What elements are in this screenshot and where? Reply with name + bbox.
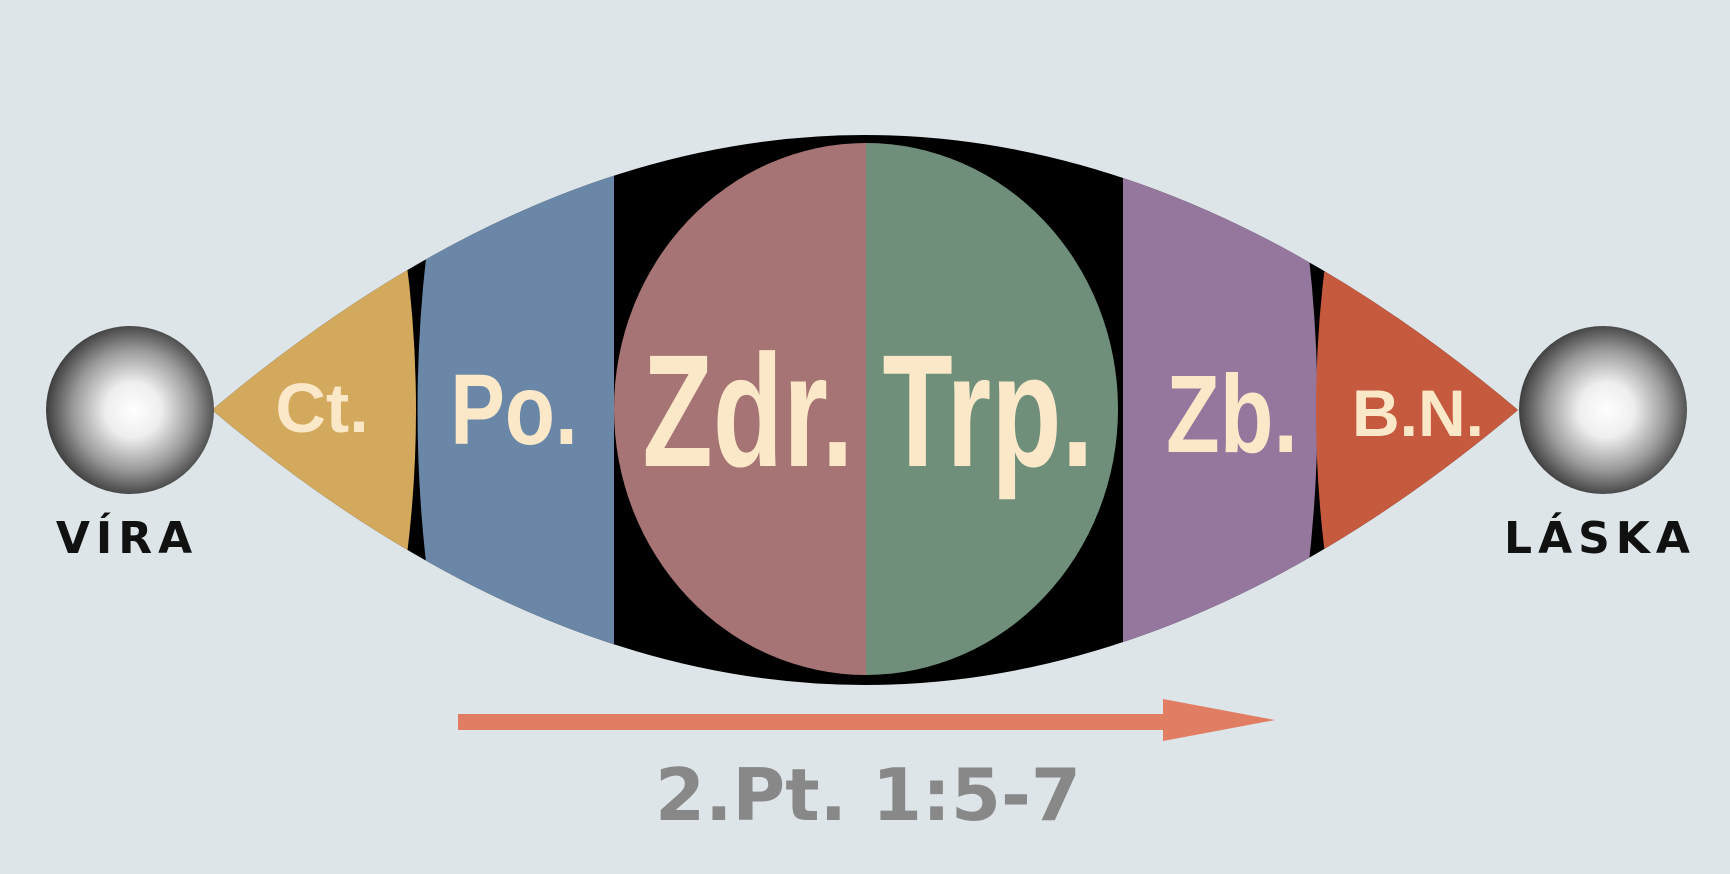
- segment-trp: [866, 143, 1118, 675]
- scripture-reference: 2.Pt. 1:5-7: [655, 753, 1081, 837]
- segment-label-zb: Zb.: [1166, 354, 1298, 477]
- segment-po: [417, 135, 614, 685]
- right-sphere: [1519, 326, 1687, 494]
- segment-label-ct: Ct.: [275, 369, 368, 447]
- segment-label-bn: B.N.: [1352, 376, 1484, 450]
- right-node-label: LÁSKA: [1504, 511, 1696, 564]
- progression-arrow: [458, 699, 1275, 741]
- segment-label-trp: Trp.: [882, 321, 1093, 500]
- segment-label-zdr: Zdr.: [642, 321, 853, 500]
- left-node-label: VÍRA: [56, 511, 198, 564]
- lens-segments: [212, 135, 1518, 685]
- segment-label-po: Po.: [450, 354, 578, 466]
- segment-zdr: [614, 143, 866, 675]
- left-sphere: [46, 326, 214, 494]
- segment-zb: [1123, 135, 1318, 685]
